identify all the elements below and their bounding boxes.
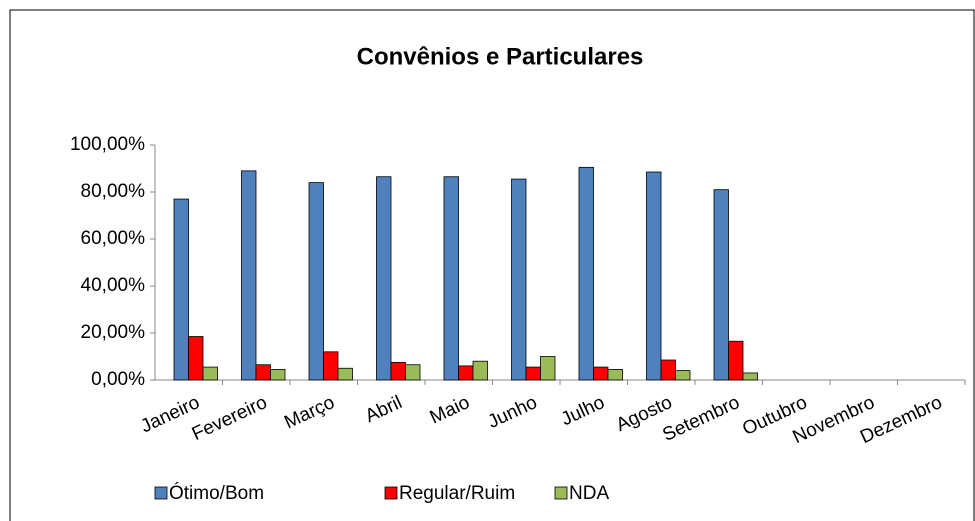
bar xyxy=(472,360,488,381)
bar xyxy=(405,364,421,381)
bar xyxy=(337,367,353,381)
chart-title: Convênios e Particulares xyxy=(357,43,644,70)
bar xyxy=(728,340,744,381)
chart-frame xyxy=(9,9,975,521)
y-tick-label: 20,00% xyxy=(81,322,146,343)
y-tick-label: 0,00% xyxy=(91,369,145,390)
bar xyxy=(255,364,271,381)
bar xyxy=(675,370,691,381)
bar xyxy=(241,170,257,381)
bar xyxy=(660,359,676,381)
bar xyxy=(742,372,758,381)
bar xyxy=(390,361,406,381)
bar xyxy=(188,336,204,381)
bar xyxy=(376,176,392,381)
bar xyxy=(511,178,527,381)
legend-label: NDA xyxy=(569,483,609,504)
bar xyxy=(443,176,459,381)
bar xyxy=(607,369,623,381)
bar xyxy=(202,366,218,381)
bar xyxy=(525,366,541,381)
y-tick-label: 60,00% xyxy=(81,228,146,249)
bar xyxy=(578,166,594,381)
bar xyxy=(713,189,729,381)
y-tick-label: 40,00% xyxy=(81,275,146,296)
y-tick-label: 80,00% xyxy=(81,181,146,202)
bar xyxy=(173,198,189,381)
legend-swatch xyxy=(384,486,398,500)
legend-swatch xyxy=(154,486,168,500)
bar xyxy=(308,182,324,381)
bar xyxy=(323,351,339,381)
legend-label: Ótimo/Bom xyxy=(169,482,264,504)
bar xyxy=(270,369,286,381)
legend-swatch xyxy=(554,486,568,500)
bar xyxy=(540,356,556,381)
bar xyxy=(593,366,609,381)
y-tick-label: 100,00% xyxy=(70,134,145,155)
bar xyxy=(646,171,662,381)
bar xyxy=(458,365,474,381)
legend-label: Regular/Ruim xyxy=(399,483,515,504)
